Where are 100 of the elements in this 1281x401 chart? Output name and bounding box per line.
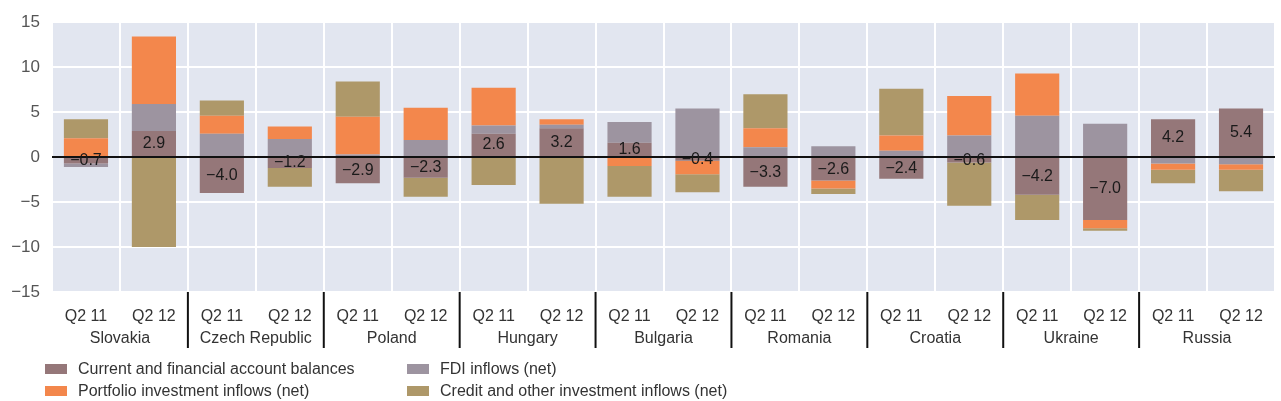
- bar: [1015, 158, 1060, 195]
- text: Romania: [767, 329, 832, 347]
- bar: [675, 174, 720, 193]
- y-tick-label: −5: [20, 191, 40, 211]
- bar: [607, 166, 652, 197]
- data-label: −2.9: [341, 161, 374, 179]
- bar: [131, 104, 176, 132]
- data-label: −2.6: [817, 159, 850, 177]
- x-tick-label: Q2 12: [539, 307, 584, 325]
- x-tick-label: Q2 11: [880, 307, 923, 325]
- legend-label: FDI inflows (net): [440, 359, 557, 378]
- bar: [1083, 123, 1128, 157]
- data-label: −2.4: [885, 158, 918, 176]
- bar: [1083, 220, 1128, 229]
- bar: [879, 135, 924, 151]
- bar: [743, 147, 788, 157]
- bar: [199, 100, 244, 116]
- legend-label: Current and financial account balances: [78, 359, 355, 378]
- bar: [1151, 169, 1196, 184]
- bar: [1083, 228, 1128, 231]
- bar: [335, 116, 380, 155]
- bar: [1151, 158, 1196, 164]
- bar: [63, 119, 109, 139]
- data-label: 5.4: [1229, 122, 1253, 140]
- data-label: −0.4: [681, 149, 714, 167]
- bar: [267, 139, 312, 157]
- x-tick-label: Q2 11: [64, 307, 108, 325]
- x-tick-label: Q2 11: [608, 307, 651, 325]
- x-tick-label: Q2 11: [1015, 307, 1059, 325]
- bar: [743, 94, 788, 129]
- bar: [811, 180, 856, 189]
- text: Slovakia: [89, 329, 151, 347]
- bar: [1218, 164, 1264, 170]
- x-tick-label: Q2 12: [1083, 307, 1128, 325]
- x-tick-label: Q2 12: [403, 307, 448, 325]
- bar: [743, 128, 788, 148]
- bar: [471, 158, 516, 185]
- data-label: −4.0: [206, 165, 238, 183]
- bar: [1218, 169, 1264, 192]
- y-tick-label: −10: [11, 236, 40, 256]
- y-tick-label: 15: [21, 11, 40, 31]
- x-tick-label: Q2 11: [472, 307, 515, 325]
- x-tick-label: Q2 12: [811, 307, 856, 325]
- text: Czech Republic: [199, 329, 312, 347]
- data-label: −4.2: [1021, 166, 1054, 184]
- data-label: −3.3: [749, 162, 782, 180]
- bar: [267, 126, 312, 140]
- data-label: −2.3: [409, 158, 442, 176]
- bar: [267, 167, 312, 187]
- bar: [335, 81, 380, 117]
- x-tick-label: Q2 12: [268, 307, 312, 325]
- bar: [199, 158, 244, 194]
- data-label: 1.6: [618, 139, 641, 157]
- text: Ukraine: [1043, 329, 1099, 347]
- data-label: 2.9: [142, 133, 166, 151]
- text: Russia: [1182, 329, 1232, 347]
- legend-label: Credit and other investment inflows (net): [440, 381, 728, 400]
- bar: [403, 140, 448, 157]
- bar: [1015, 115, 1060, 157]
- x-tick-label: Q2 12: [947, 307, 992, 325]
- bar: [947, 95, 992, 136]
- bar: [607, 158, 652, 167]
- bar: [1015, 73, 1060, 116]
- x-tick-label: Q2 11: [200, 307, 244, 325]
- bar: [1218, 158, 1264, 165]
- data-label: 4.2: [1161, 128, 1185, 146]
- bar: [879, 150, 924, 157]
- text: Croatia: [909, 329, 962, 347]
- bar: [539, 119, 584, 125]
- bar: [1015, 194, 1060, 221]
- bar: [131, 36, 176, 105]
- text: Hungary: [497, 329, 558, 347]
- y-tick-label: 0: [30, 146, 40, 166]
- text: Bulgaria: [634, 329, 693, 347]
- data-label: 3.2: [550, 132, 573, 150]
- x-tick-label: Q2 12: [675, 307, 720, 325]
- bar: [539, 158, 584, 204]
- bar: [1151, 119, 1196, 157]
- bar: [1151, 163, 1196, 170]
- bar: [811, 188, 856, 194]
- bar: [403, 177, 448, 197]
- x-tick-label: Q2 11: [336, 307, 380, 325]
- data-label: −1.2: [274, 153, 306, 171]
- bar: [199, 115, 244, 134]
- bar: [1083, 158, 1128, 221]
- x-tick-label: Q2 11: [1151, 307, 1195, 325]
- y-tick-label: −15: [11, 281, 40, 301]
- y-tick-label: 5: [30, 101, 40, 121]
- bar: [471, 125, 516, 134]
- bar: [607, 122, 652, 143]
- x-tick-label: Q2 12: [132, 307, 176, 325]
- bar: [811, 146, 856, 157]
- bar: [1218, 108, 1264, 157]
- data-label: 2.6: [482, 135, 505, 153]
- y-tick-label: 10: [21, 56, 40, 76]
- text: Poland: [366, 329, 417, 347]
- bar: [471, 87, 516, 126]
- data-label: −7.0: [1089, 179, 1122, 197]
- legend-label: Portfolio investment inflows (net): [78, 381, 310, 400]
- bar: [403, 107, 448, 141]
